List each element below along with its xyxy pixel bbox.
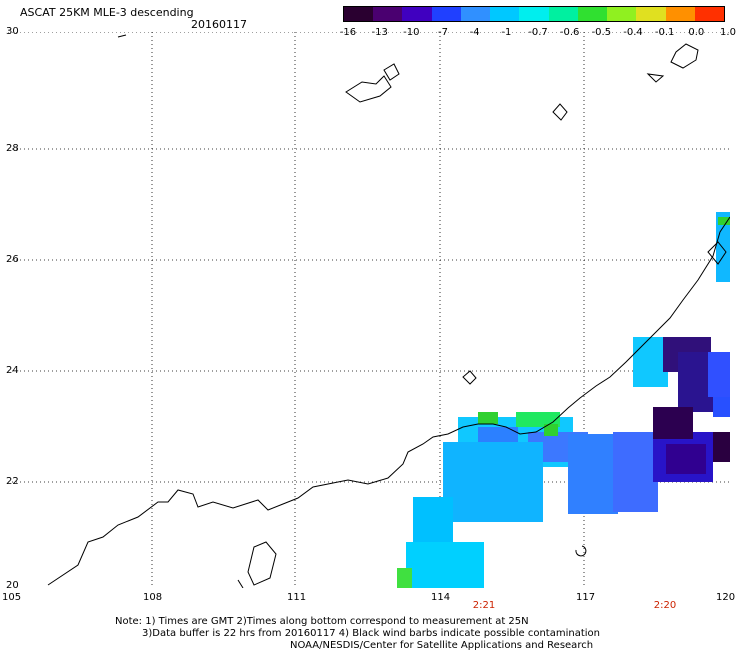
lon-label-120: 120	[716, 592, 736, 603]
colorbar-segment	[460, 7, 491, 21]
colorbar-segment	[577, 7, 608, 21]
colorbar-tick-label: -0.5	[591, 27, 612, 38]
colorbar-tick-label: -0.1	[654, 27, 675, 38]
map-panel	[8, 32, 730, 588]
colorbar-segment	[636, 7, 666, 21]
colorbar-segment	[519, 7, 549, 21]
colorbar-tick-label: -10	[403, 27, 420, 38]
pass-time-1: 2:21	[472, 600, 496, 611]
lat-label-26: 26	[6, 254, 19, 265]
colorbar-tick-label: -7	[438, 27, 448, 38]
footer-note-line1: Note: 1) Times are GMT 2)Times along bot…	[115, 616, 529, 627]
footer-note-line2: 3)Data buffer is 22 hrs from 20160117 4)…	[142, 628, 600, 639]
product-date: 20160117	[191, 18, 247, 31]
colorbar-tick-label: 1.0	[720, 27, 736, 38]
lat-label-24: 24	[6, 365, 19, 376]
colorbar-tick-label: -0.6	[559, 27, 580, 38]
colorbar-segment	[665, 7, 695, 21]
footer-credit: NOAA/NESDIS/Center for Satellite Applica…	[290, 640, 594, 651]
colorbar-segment	[548, 7, 578, 21]
colorbar-tick-label: -13	[371, 27, 388, 38]
colorbar-tick-label: 0.0	[688, 27, 705, 38]
colorbar-tick-label: -4	[469, 27, 480, 38]
colorbar-tick-label: -1	[501, 27, 512, 38]
lon-label-111: 111	[287, 592, 307, 603]
lat-label-20: 20	[6, 580, 19, 591]
colorbar-segment	[490, 7, 520, 21]
colorbar-segment	[607, 7, 637, 21]
pass-time-2: 2:20	[653, 600, 677, 611]
graticule	[8, 32, 730, 588]
colorbar-tick-label: -16	[339, 27, 357, 38]
colorbar-segment	[373, 7, 403, 21]
lat-label-22: 22	[6, 476, 19, 487]
wind-cells-scatterometer	[397, 212, 730, 588]
colorbar-tick-labels: -16 -13 -10 -7 -4 -1 -0.7 -0.6 -0.5 -0.4 -0.1 0.0 1.…	[330, 27, 740, 39]
lat-label-30: 30	[6, 26, 19, 37]
coastline	[47, 34, 730, 588]
colorbar-segment	[344, 7, 374, 21]
colorbar-segment	[431, 7, 461, 21]
lon-label-114: 114	[431, 592, 451, 603]
colorbar-segment	[402, 7, 432, 21]
colorbar-segment	[694, 7, 725, 21]
colorbar	[343, 6, 725, 22]
lon-label-117: 117	[576, 592, 596, 603]
lon-label-105: 105	[2, 592, 22, 603]
product-title: ASCAT 25KM MLE-3 descending	[20, 6, 194, 19]
colorbar-tick-label: -0.4	[623, 27, 643, 38]
colorbar-tick-label: -0.7	[528, 27, 548, 38]
lon-label-108: 108	[143, 592, 163, 603]
lat-label-28: 28	[6, 143, 19, 154]
